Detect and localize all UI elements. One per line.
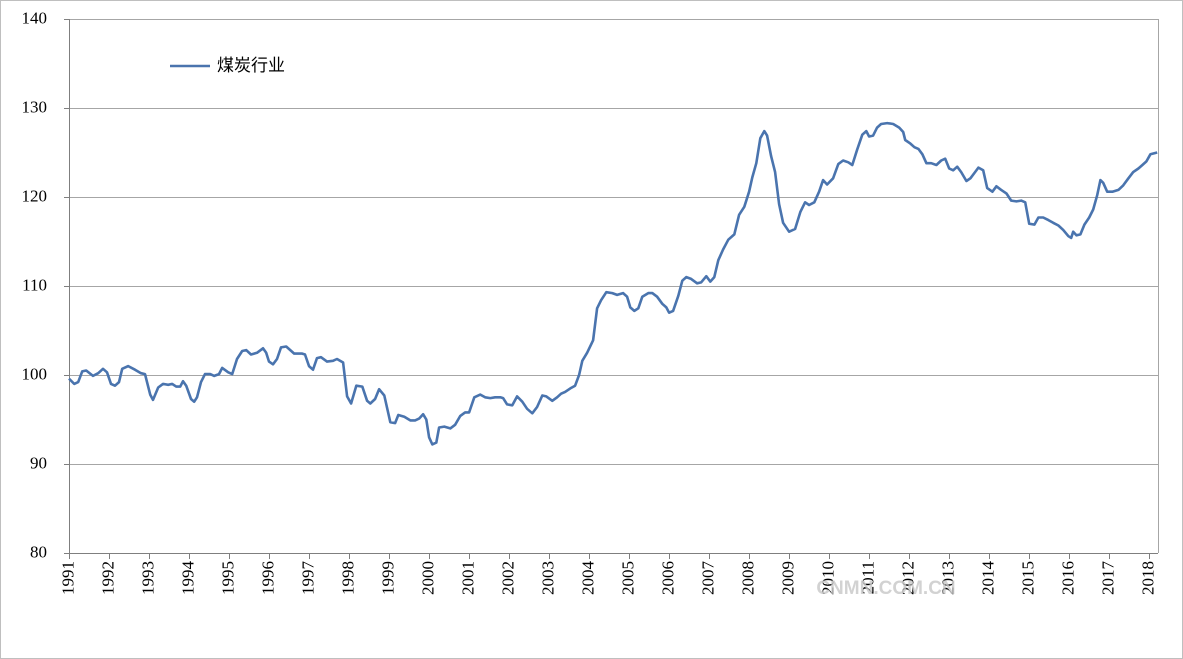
- x-tick-label: 1992: [98, 561, 117, 595]
- watermark: CNMN.COM.CN: [816, 578, 955, 599]
- x-tick-label: 2004: [578, 561, 597, 596]
- x-tick-label: 2000: [418, 561, 437, 595]
- x-tick-label: 2017: [1098, 561, 1117, 596]
- x-tick-label: 2007: [698, 561, 717, 596]
- x-tick-label: 2002: [498, 561, 517, 595]
- x-tick-label: 1995: [218, 561, 237, 595]
- series-line: [68, 121, 1158, 446]
- x-tick-label: 2016: [1058, 561, 1077, 595]
- legend-label: 煤炭行业: [217, 56, 285, 76]
- y-tick-label: 100: [22, 364, 48, 383]
- x-tick-label: 2010: [818, 561, 837, 595]
- x-tick-label: 1993: [138, 561, 157, 595]
- x-tick-label: 2003: [538, 561, 557, 595]
- x-tick-label: 2009: [778, 561, 797, 595]
- x-tick-label: 2001: [458, 561, 477, 595]
- x-tick-label: 1997: [298, 561, 317, 596]
- x-tick-label: 1991: [58, 561, 77, 595]
- x-tick-label: 1994: [178, 561, 197, 596]
- x-tick-label: 2005: [618, 561, 637, 595]
- x-tick-label: 2008: [738, 561, 757, 595]
- x-tick-label: 1998: [338, 561, 357, 595]
- x-tick-label: 2012: [898, 561, 917, 595]
- y-tick-label: 80: [30, 542, 47, 561]
- y-tick-label: 130: [22, 97, 48, 116]
- y-tick-label: 120: [22, 186, 48, 205]
- y-tick-label: 110: [22, 275, 47, 294]
- x-tick-label: 2013: [938, 561, 957, 595]
- y-tick-label: 90: [30, 453, 47, 472]
- x-tick-label: 1996: [258, 561, 277, 595]
- x-tick-label: 2014: [978, 561, 997, 596]
- x-tick-label: 2011: [858, 561, 877, 594]
- x-tick-label: 1999: [378, 561, 397, 595]
- x-tick-label: 2015: [1018, 561, 1037, 595]
- x-tick-label: 2018: [1138, 561, 1157, 595]
- x-tick-label: 2006: [658, 561, 677, 595]
- y-tick-label: 140: [22, 8, 48, 27]
